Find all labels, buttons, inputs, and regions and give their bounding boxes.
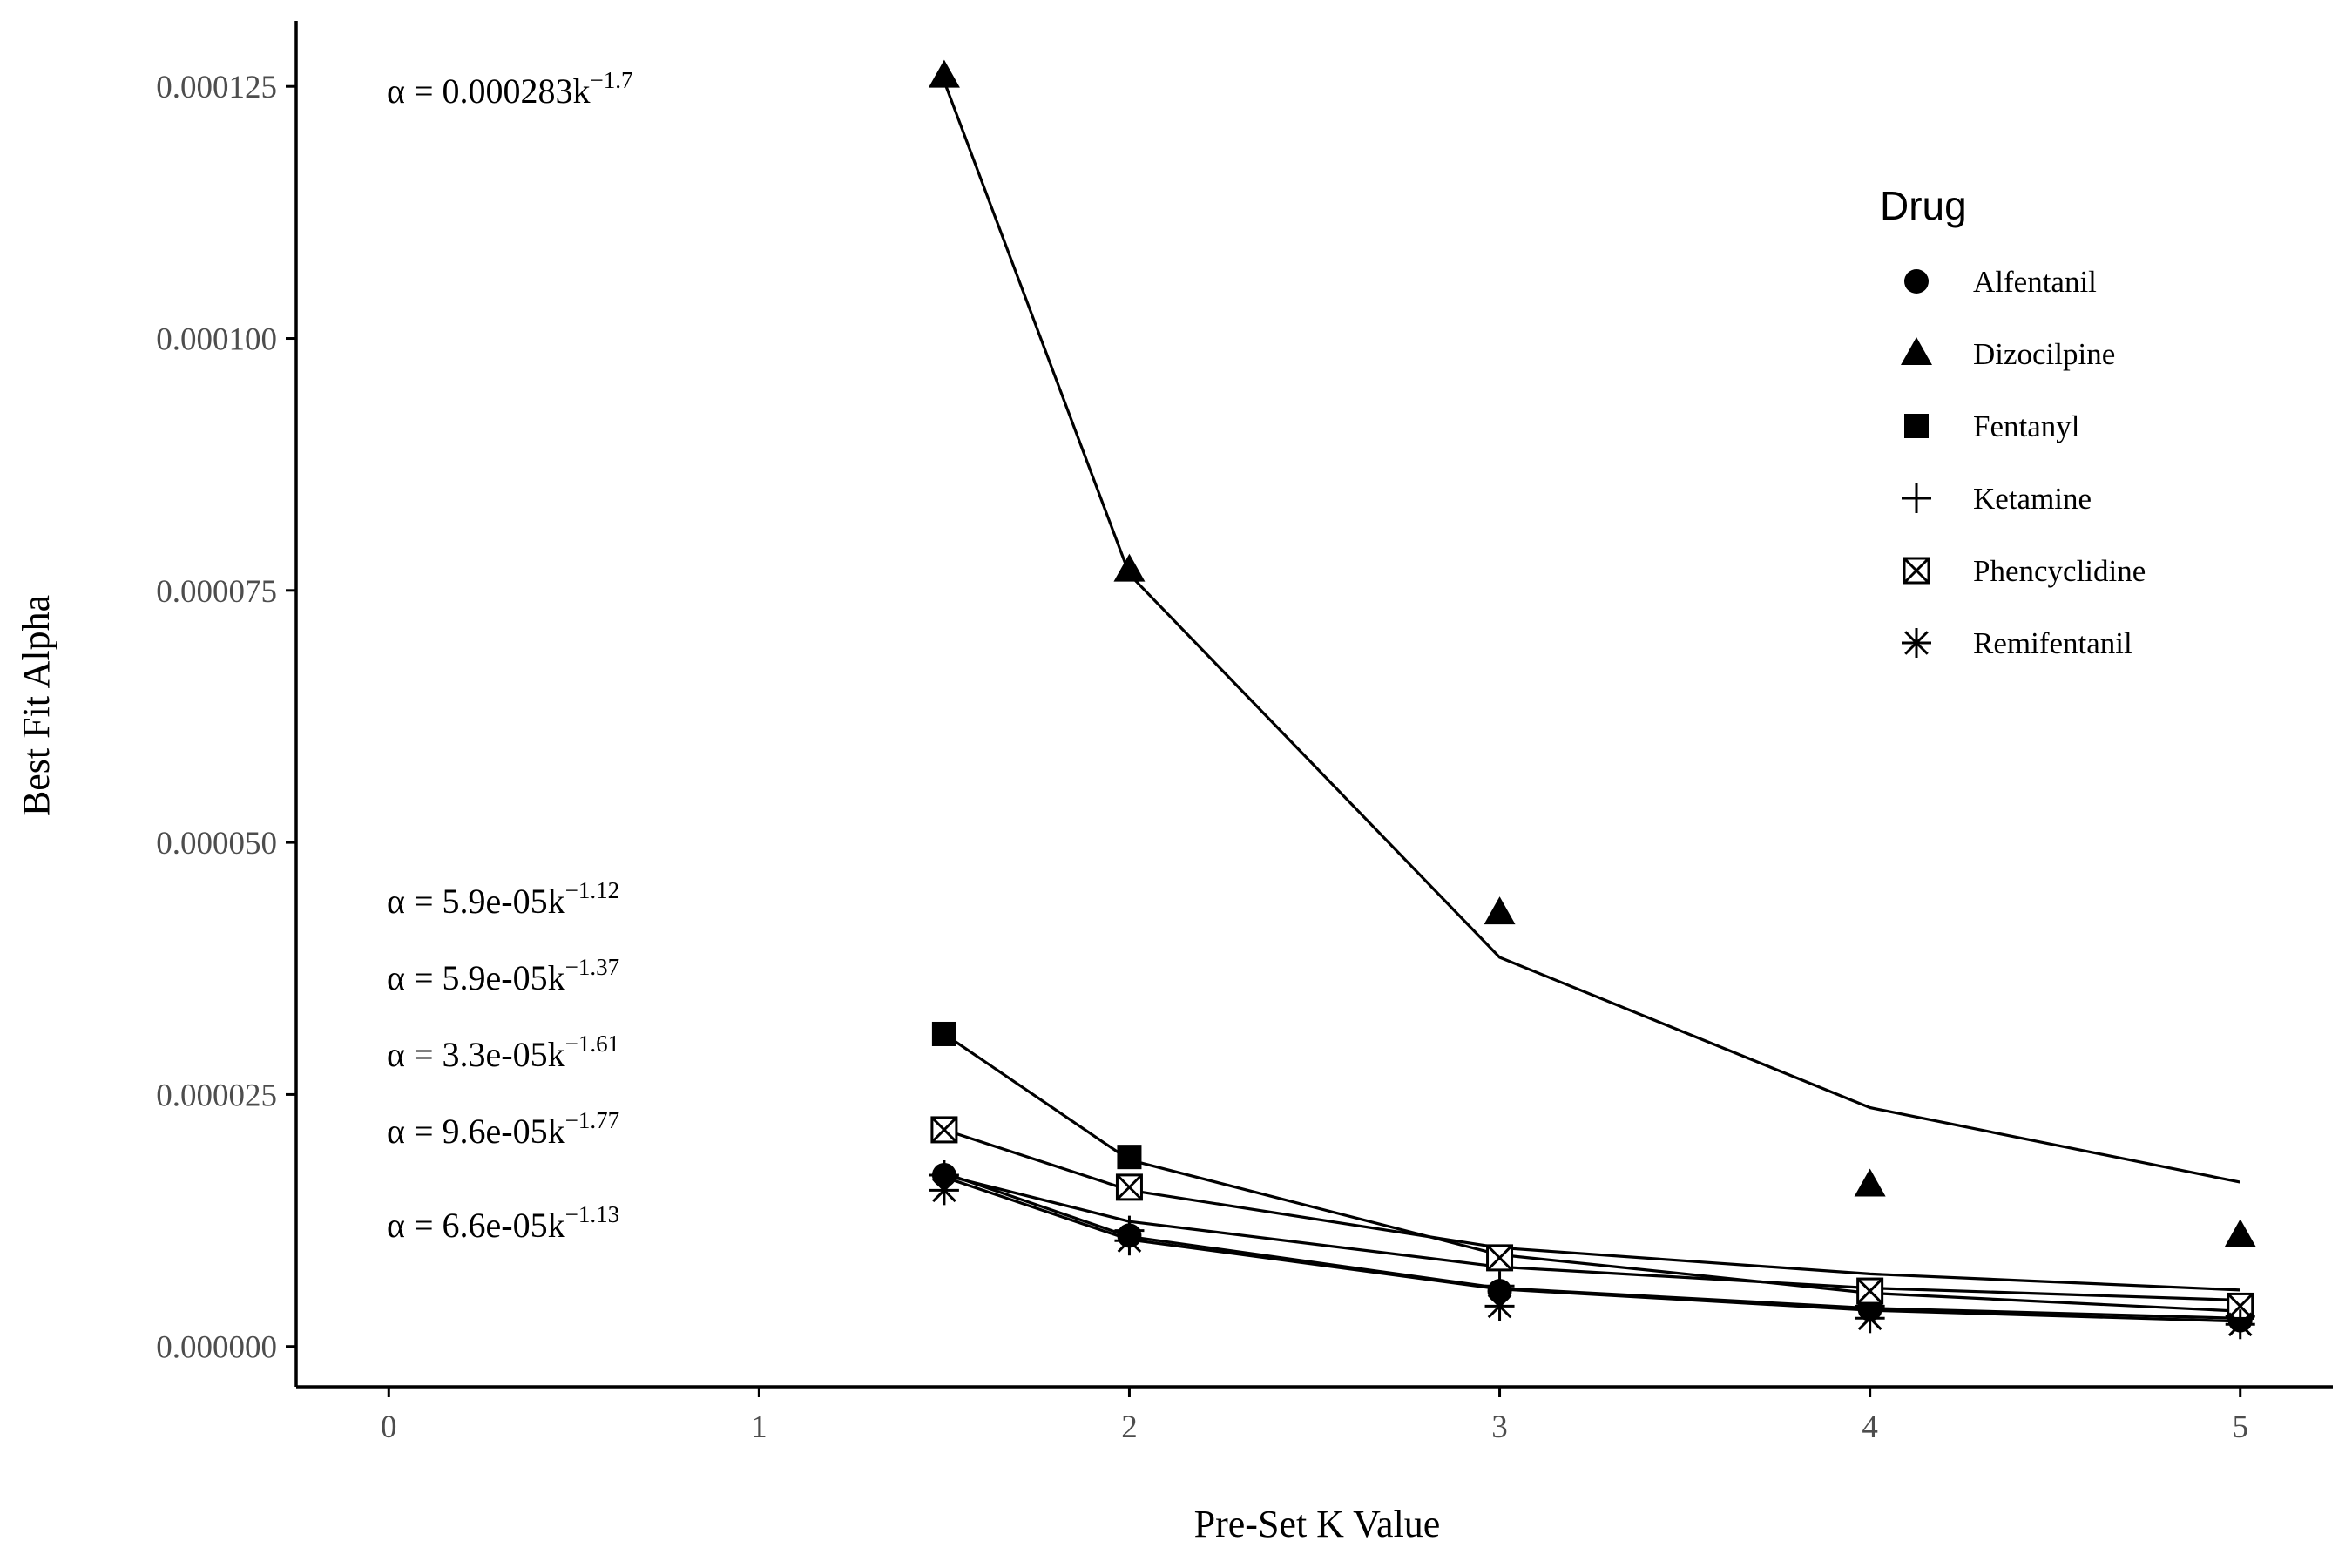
marker-stroke: [1856, 1278, 1883, 1305]
marker-stroke: [1117, 1228, 1142, 1254]
data-point-phencyclidine: [1856, 1277, 1884, 1305]
x-tick-label: 3: [1491, 1409, 1508, 1445]
fit-equation: α = 5.9e-05k−1.12: [387, 877, 619, 921]
marker-shape: [1113, 553, 1146, 582]
marker-stroke: [1486, 1244, 1513, 1271]
y-tick-label: 0.000000: [156, 1330, 277, 1366]
marker-stroke: [2227, 1312, 2253, 1337]
data-point-dizocilpine: [928, 59, 960, 88]
marker-stroke: [1116, 1173, 1143, 1200]
y-tick-label: 0.000050: [156, 826, 277, 862]
legend-label-remifentanil: Remifentanil: [1973, 626, 2132, 660]
marker-shape: [2224, 1219, 2256, 1247]
legend-key-phencyclidine: [1903, 557, 1930, 585]
y-tick-label: 0.000100: [156, 322, 277, 358]
y-ticks: 0.000000 0.000025 0.000050 0.000075 0.000100…: [156, 70, 296, 1366]
x-tick-label: 0: [381, 1409, 397, 1445]
y-axis: 0.000000 0.000025 0.000050 0.000075 0.000100…: [156, 21, 298, 1387]
marker-stroke: [932, 1178, 956, 1203]
data-point-fentanyl: [931, 1021, 956, 1046]
series-dizocilpine: [928, 59, 2256, 1247]
series-remifentanil: [929, 1175, 2255, 1340]
marker-shape: [1484, 896, 1516, 925]
fit-equations: α = 0.000283k−1.7 α = 5.9e-05k−1.12 α = …: [387, 67, 633, 1245]
legend-keys: [1901, 269, 1932, 658]
x-tick-label: 2: [1121, 1409, 1138, 1445]
marker-shape: [1904, 414, 1929, 438]
x-tick-label: 5: [2232, 1409, 2248, 1445]
data-point-phencyclidine: [1115, 1173, 1143, 1201]
data-point-remifentanil: [1484, 1291, 1515, 1321]
data-point-fentanyl: [1117, 1145, 1142, 1170]
plot-area: [928, 59, 2256, 1340]
x-ticks: 0 1 2 3 4 5: [381, 1387, 2248, 1445]
data-point-remifentanil: [1855, 1303, 1885, 1334]
fit-line-remifentanil: [943, 1175, 2240, 1323]
data-point-dizocilpine: [2224, 1219, 2256, 1247]
fit-equation: α = 3.3e-05k−1.61: [387, 1031, 619, 1074]
marker-shape: [1901, 337, 1932, 365]
data-point-dizocilpine: [1854, 1168, 1886, 1197]
legend-key-ketamine: [1902, 483, 1931, 513]
legend-label-ketamine: Ketamine: [1973, 482, 2092, 516]
data-point-remifentanil: [929, 1175, 959, 1206]
series-fentanyl: [931, 1021, 2253, 1319]
fit-equation: α = 6.6e-05k−1.13: [387, 1201, 619, 1245]
legend-label-fentanyl: Fentanyl: [1973, 409, 2080, 443]
marker-stroke: [1904, 631, 1929, 655]
legend: Drug Alfentanil Dizocilpine Fentanyl Ket…: [1880, 183, 2146, 660]
data-point-phencyclidine: [930, 1116, 958, 1144]
marker-shape: [928, 59, 960, 88]
data-point-phencyclidine: [1486, 1244, 1514, 1272]
marker-stroke: [1857, 1306, 1882, 1331]
x-axis: 0 1 2 3 4 5: [296, 1385, 2333, 1445]
y-tick-label: 0.000075: [156, 574, 277, 610]
y-tick-label: 0.000025: [156, 1078, 277, 1113]
legend-key-fentanyl: [1904, 414, 1929, 438]
marker-stroke: [930, 1116, 957, 1143]
data-point-dizocilpine: [1113, 553, 1146, 582]
fit-equation: α = 0.000283k−1.7: [387, 67, 633, 111]
y-axis-title: Best Fit Alpha: [15, 595, 57, 816]
data-point-dizocilpine: [1484, 896, 1516, 925]
marker-shape: [1904, 269, 1929, 294]
legend-label-dizocilpine: Dizocilpine: [1973, 337, 2115, 371]
legend-title: Drug: [1880, 183, 1967, 228]
marker-shape: [1117, 1145, 1142, 1170]
legend-label-alfentanil: Alfentanil: [1973, 265, 2097, 299]
data-point-remifentanil: [1114, 1226, 1145, 1256]
fit-equation: α = 9.6e-05k−1.77: [387, 1107, 619, 1151]
marker-shape: [1854, 1168, 1886, 1197]
x-tick-label: 1: [751, 1409, 767, 1445]
data-point-remifentanil: [2225, 1309, 2255, 1340]
fit-line-fentanyl: [943, 1032, 2240, 1313]
marker-stroke: [2227, 1293, 2254, 1320]
legend-label-phencyclidine: Phencyclidine: [1973, 554, 2146, 588]
marker-stroke: [1903, 557, 1930, 585]
legend-key-dizocilpine: [1901, 337, 1932, 365]
data-point-phencyclidine: [2227, 1292, 2254, 1320]
fit-line-dizocilpine: [943, 80, 2241, 1184]
marker-stroke: [1487, 1294, 1512, 1319]
legend-key-remifentanil: [1902, 628, 1931, 658]
fit-equation: α = 5.9e-05k−1.37: [387, 954, 619, 997]
series-phencyclidine: [930, 1116, 2254, 1320]
y-tick-label: 0.000125: [156, 70, 277, 105]
x-tick-label: 4: [1862, 1409, 1878, 1445]
marker-shape: [931, 1021, 956, 1046]
legend-key-alfentanil: [1904, 269, 1929, 294]
x-axis-title: Pre-Set K Value: [1194, 1503, 1441, 1545]
